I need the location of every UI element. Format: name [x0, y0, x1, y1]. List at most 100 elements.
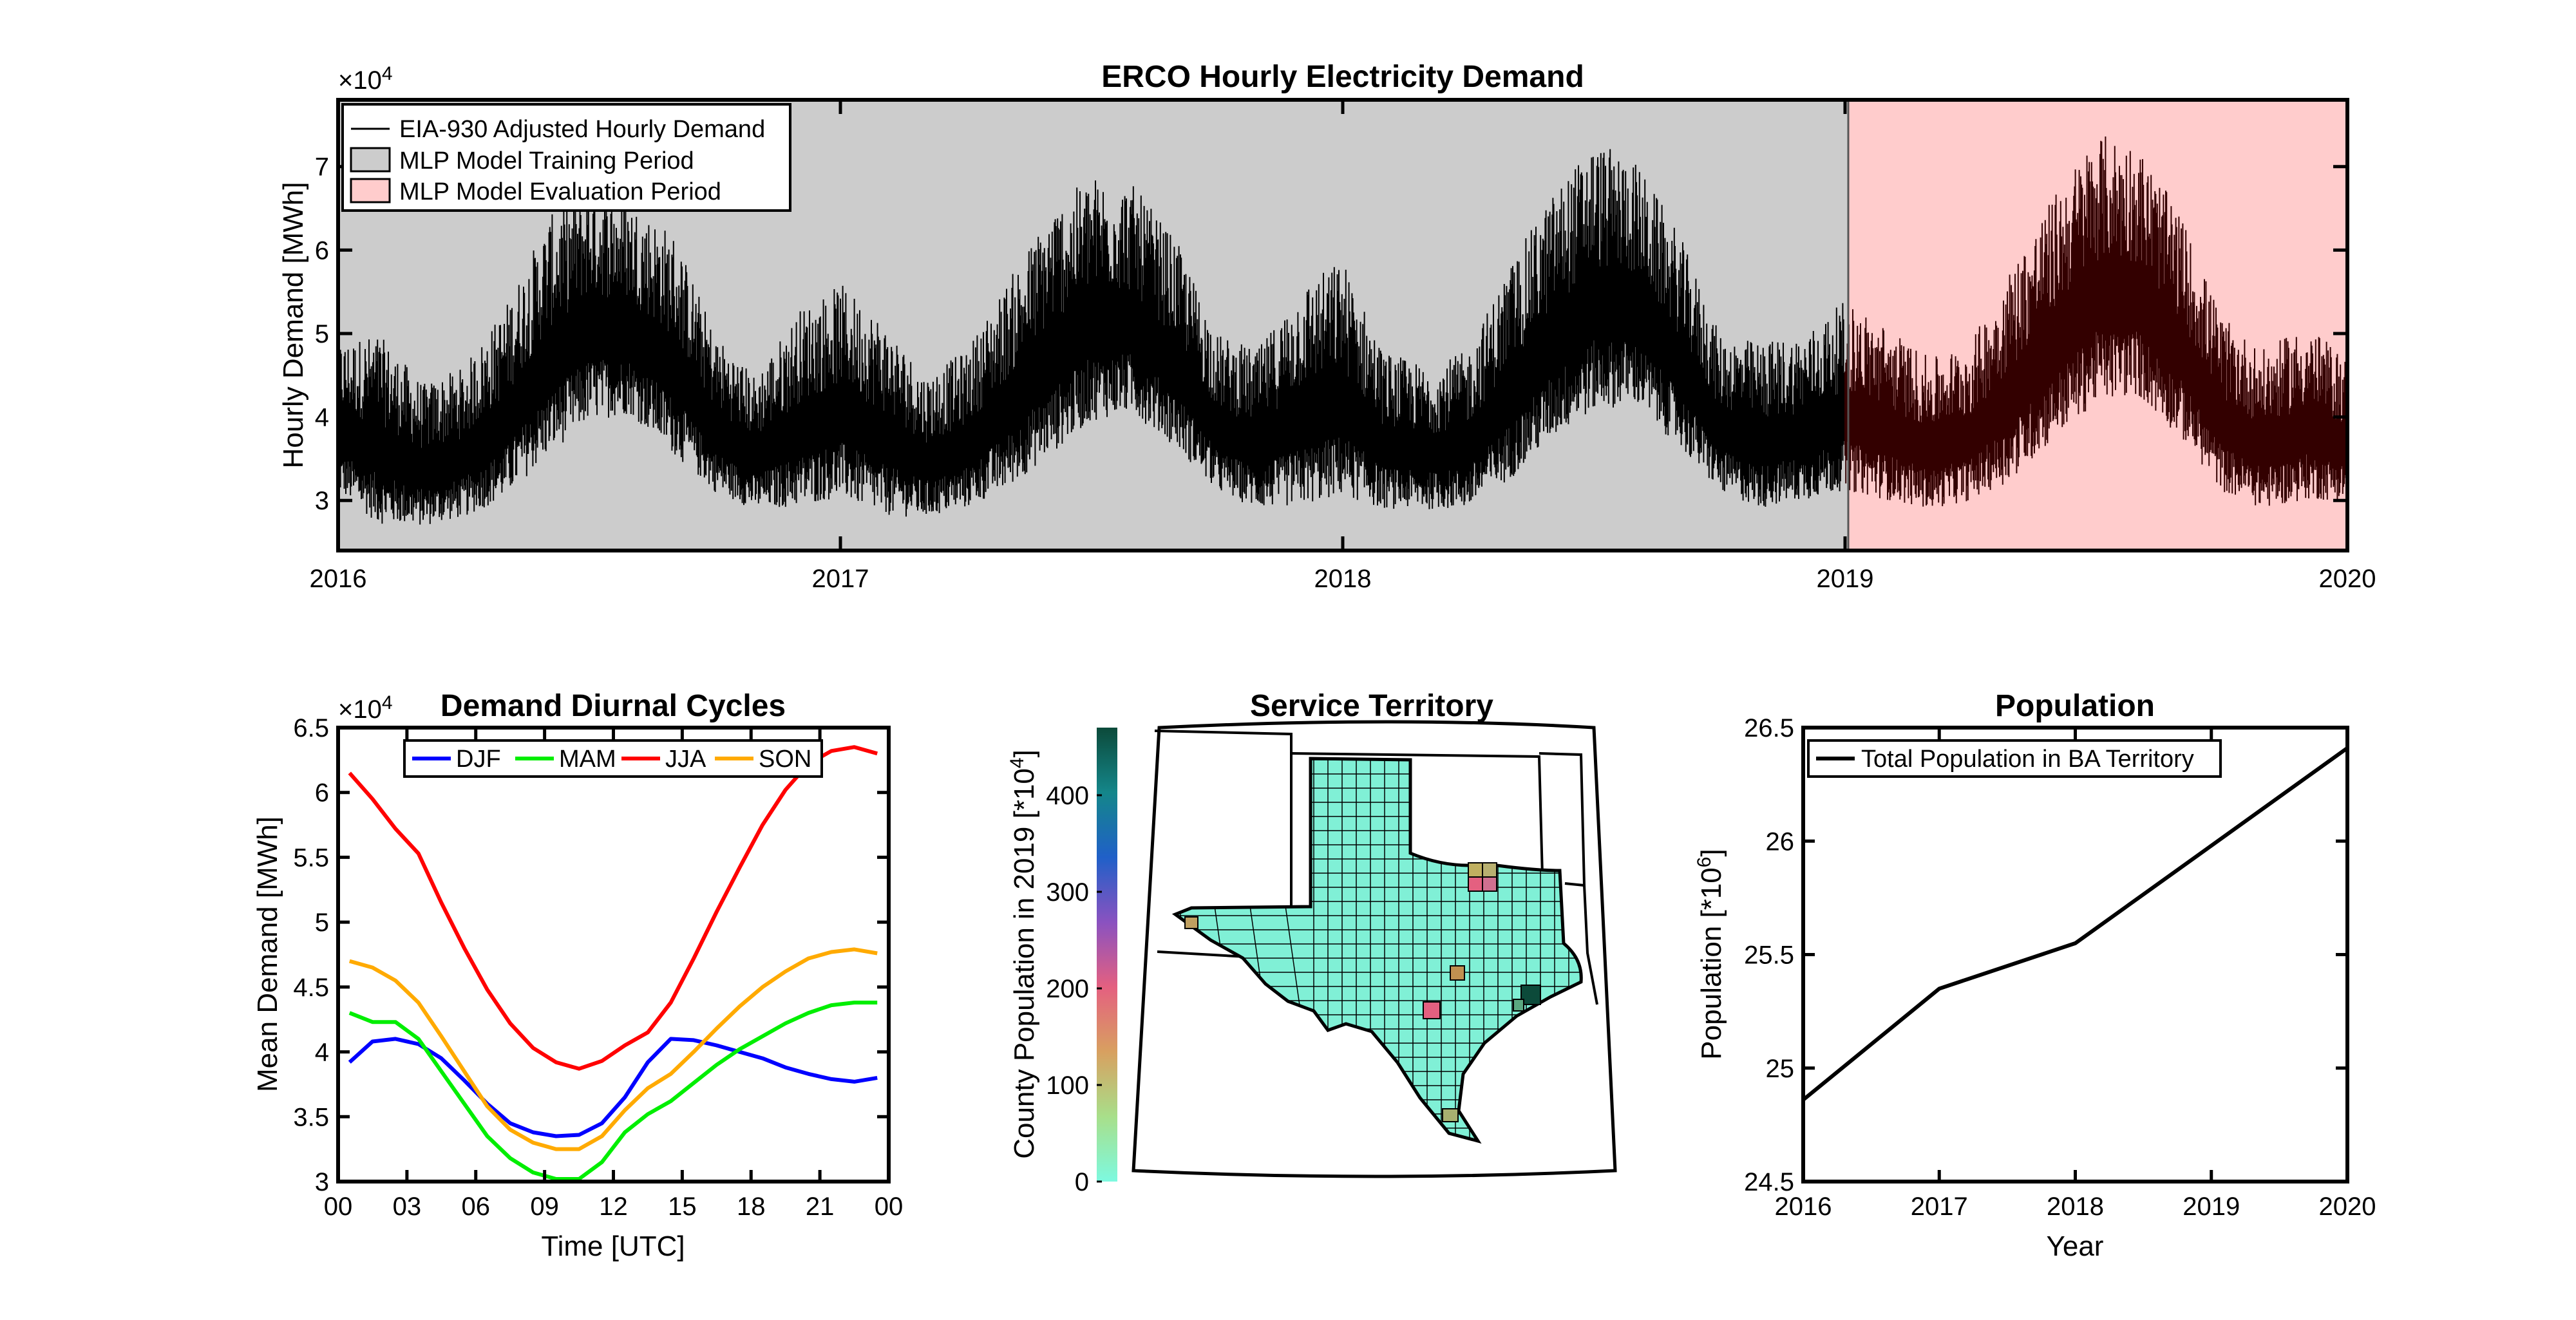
population-series [1802, 746, 2349, 1102]
x-tick-label: 2020 [2319, 565, 2376, 593]
colorbar-ticks: 0 100 200 300 400 [1046, 782, 1102, 1196]
y-tick-label: 24.5 [1744, 1168, 1794, 1196]
colorbar-tick-label: 0 [1075, 1168, 1089, 1196]
legend-label-demand: EIA-930 Adjusted Hourly Demand [399, 116, 765, 143]
service-territory-title: Service Territory [1250, 689, 1493, 723]
x-tick-label: 15 [668, 1193, 697, 1221]
y-tick-label: 6.5 [293, 714, 329, 742]
populous-counties [1184, 862, 1541, 1122]
population-ylabel: Population [*106] [1694, 849, 1727, 1059]
county-fort-bend [1513, 999, 1524, 1012]
x-tick-label: 2017 [1911, 1193, 1968, 1221]
diurnal-title: Demand Diurnal Cycles [440, 689, 786, 723]
population-ticks: 24.5 25 25.5 26 26.5 2016 2017 2018 2019 2020 [1744, 714, 2376, 1221]
county-hidalgo [1442, 1108, 1459, 1122]
diurnal-series [348, 745, 878, 1181]
texas-service-territory [1171, 757, 1583, 1144]
diurnal-ticks: 3 3.5 4 4.5 5 5.5 6 6.5 00 03 06 09 12 15 18 21 00 [293, 714, 903, 1221]
series-line-son [348, 947, 878, 1151]
y-tick-label: 7 [315, 153, 329, 182]
x-tick-label: 2018 [1314, 565, 1372, 593]
x-tick-label: 00 [875, 1193, 904, 1221]
hourly-demand-plot [337, 100, 2348, 551]
diurnal-xlabel: Time [UTC] [541, 1230, 685, 1262]
x-tick-label: 12 [599, 1193, 628, 1221]
county-travis [1450, 965, 1465, 981]
y-tick-label: 4 [315, 404, 329, 432]
legend-label-son: SON [759, 746, 811, 773]
x-tick-label: 2016 [1775, 1193, 1832, 1221]
y-tick-label: 4 [315, 1039, 329, 1067]
county-el-paso [1184, 916, 1198, 929]
x-tick-label: 00 [324, 1193, 353, 1221]
x-tick-label: 2017 [812, 565, 869, 593]
diurnal-axes-box [336, 726, 891, 1183]
series-line-jja [348, 745, 878, 1071]
hourly-demand-title: ERCO Hourly Electricity Demand [1101, 60, 1584, 94]
population-panel: 24.5 25 25.5 26 26.5 2016 2017 2018 2019 2020 Pop… [1694, 689, 2376, 1262]
colorbar-label: County Population in 2019 [*104] [1007, 750, 1040, 1159]
y-tick-label: 4.5 [293, 974, 329, 1002]
y-tick-label: 5 [315, 909, 329, 937]
series-line-djf [348, 1037, 878, 1138]
legend-swatch-training [350, 147, 391, 173]
population-title: Population [1995, 689, 2155, 723]
county-dallas [1482, 876, 1497, 892]
state-border-arkansas [1539, 752, 1586, 887]
x-tick-label: 06 [462, 1193, 491, 1221]
county-tarrant [1468, 876, 1483, 892]
legend-label-evaluation: MLP Model Evaluation Period [399, 178, 721, 205]
hourly-demand-axes-box [336, 98, 2349, 552]
legend-swatch-evaluation [350, 178, 391, 203]
colorbar [1097, 728, 1117, 1182]
colorbar-tick-label: 100 [1046, 1071, 1089, 1100]
y-tick-label: 26 [1766, 827, 1795, 856]
y-tick-label: 5 [315, 320, 329, 348]
x-tick-label: 2020 [2319, 1193, 2376, 1221]
hourly-demand-exponent: ×104 [338, 63, 393, 95]
y-tick-label: 25 [1766, 1055, 1795, 1083]
y-tick-label: 3 [315, 1168, 329, 1196]
diurnal-ylabel: Mean Demand [MWh] [252, 816, 283, 1092]
colorbar-tick-label: 400 [1046, 782, 1089, 810]
demand-series-evaluation [1844, 137, 2348, 507]
legend-box [1807, 739, 2222, 778]
population-legend: Total Population in BA Territory [1807, 739, 2222, 778]
hourly-demand-ticks: 3 4 5 6 7 [315, 100, 2349, 551]
legend-label-training: MLP Model Training Period [399, 147, 694, 174]
x-tick-label: 09 [530, 1193, 559, 1221]
service-territory-panel: Service Territory 0 100 200 300 400 County P… [1007, 689, 1617, 1196]
diurnal-exponent: ×104 [338, 692, 393, 724]
county-denton [1468, 862, 1483, 878]
x-tick-label: 21 [806, 1193, 835, 1221]
colorbar-tick-label: 300 [1046, 878, 1089, 907]
x-tick-label: 2016 [310, 565, 367, 593]
county-collin [1482, 862, 1497, 878]
y-tick-label: 3.5 [293, 1103, 329, 1131]
x-tick-label: 18 [737, 1193, 766, 1221]
colorbar-tick-label: 200 [1046, 975, 1089, 1003]
y-tick-label: 3 [315, 487, 329, 515]
population-xlabel: Year [2047, 1230, 2104, 1262]
legend-label-djf: DJF [456, 746, 501, 773]
population-axes-box [1801, 726, 2349, 1183]
diurnal-cycles-panel: 3 3.5 4 4.5 5 5.5 6 6.5 00 03 06 09 12 15 18 21 00 Deman… [252, 689, 903, 1262]
diurnal-legend: DJF MAM JJA SON [403, 739, 823, 778]
legend-label-jja: JJA [665, 746, 706, 773]
legend-label-population: Total Population in BA Territory [1861, 746, 2194, 773]
y-tick-label: 25.5 [1744, 941, 1794, 970]
series-line-mam [348, 1001, 878, 1181]
hourly-demand-panel: 3 4 5 6 7 ERCO Hourly Electricity Demand Hou… [278, 60, 2376, 593]
legend-box [341, 103, 791, 212]
hourly-demand-legend: EIA-930 Adjusted Hourly Demand MLP Model… [341, 103, 791, 212]
county-bexar [1423, 1001, 1441, 1019]
y-tick-label: 5.5 [293, 844, 329, 872]
x-tick-label: 03 [393, 1193, 422, 1221]
x-tick-label: 2018 [2047, 1193, 2104, 1221]
x-tick-label: 2019 [1817, 565, 1874, 593]
y-tick-label: 6 [315, 236, 329, 265]
state-border-new-mexico [1154, 730, 1293, 961]
legend-label-mam: MAM [559, 746, 616, 773]
y-tick-label: 26.5 [1744, 714, 1794, 742]
